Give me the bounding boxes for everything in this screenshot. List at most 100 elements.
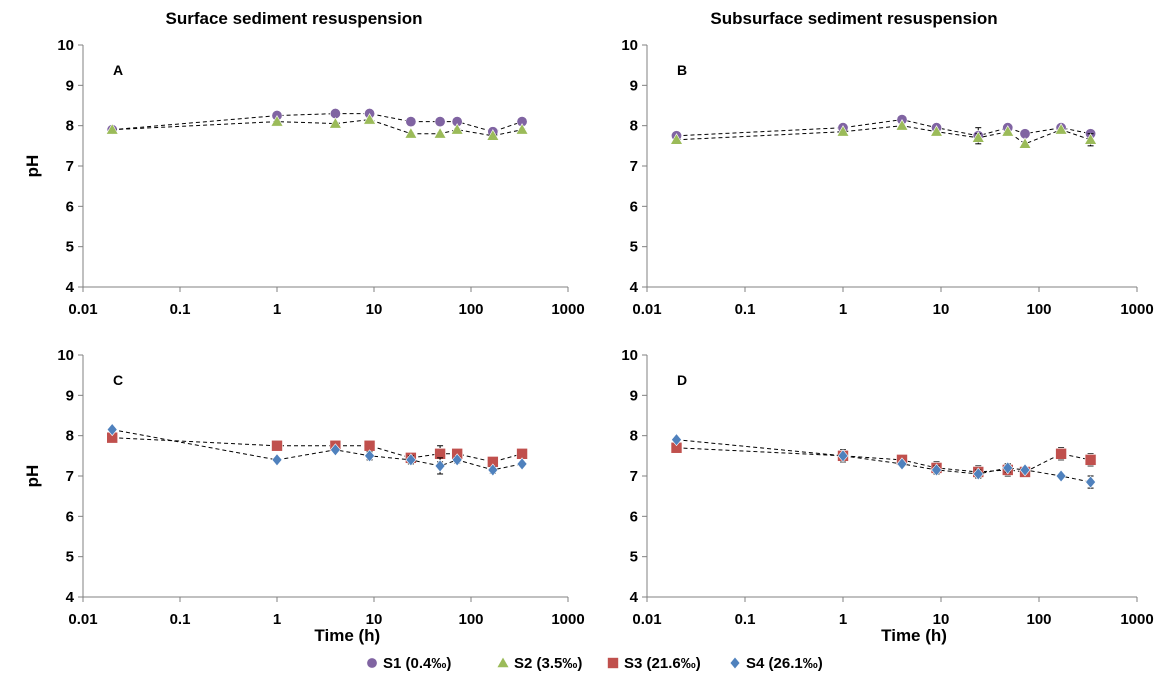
data-point-s4 bbox=[487, 463, 499, 477]
panel-d: 4 5 6 7 8 9 10 0.01 0.1 1 10 100 1000 D Time (h) bbox=[621, 347, 1153, 645]
panel-a: 4 5 6 7 8 9 10 0.01 0.1 1 10 100 1000 ApH bbox=[23, 37, 585, 318]
y-tick-label: 4 bbox=[630, 589, 639, 606]
x-tick-label: 1 bbox=[839, 301, 847, 318]
data-point-s4 bbox=[106, 423, 118, 437]
data-point-s4 bbox=[1002, 461, 1014, 475]
data-point-s2 bbox=[105, 123, 119, 135]
series-line-s3 bbox=[112, 437, 523, 463]
data-point-s4 bbox=[405, 453, 417, 467]
panel-b: 4 5 6 7 8 9 10 0.01 0.1 1 10 100 1000 B bbox=[621, 37, 1153, 318]
data-point-s4 bbox=[451, 453, 463, 467]
y-tick-label: 7 bbox=[630, 468, 638, 485]
x-tick-label: 0.01 bbox=[68, 301, 97, 318]
data-point-s4 bbox=[516, 457, 528, 471]
y-tick-label: 6 bbox=[66, 508, 74, 525]
data-point-s4 bbox=[1055, 469, 1067, 483]
x-tick-label: 10 bbox=[366, 611, 383, 628]
x-axis-label: Time (h) bbox=[314, 626, 380, 645]
legend-label: S3 (21.6‰) bbox=[624, 655, 701, 672]
data-point-s4 bbox=[271, 453, 283, 467]
x-tick-label: 10 bbox=[933, 611, 950, 628]
x-tick-label: 0.1 bbox=[170, 301, 191, 318]
x-tick-label: 0.01 bbox=[632, 301, 661, 318]
data-point-s2 bbox=[404, 127, 418, 139]
y-tick-label: 8 bbox=[66, 118, 74, 135]
y-axis-label: pH bbox=[23, 465, 42, 488]
x-tick-label: 1000 bbox=[551, 611, 584, 628]
y-tick-label: 5 bbox=[66, 239, 74, 256]
legend-item-s2: S2 (3.5‰) bbox=[496, 655, 582, 672]
y-tick-label: 5 bbox=[630, 549, 638, 566]
x-tick-label: 1000 bbox=[1120, 301, 1153, 318]
title-subsurface: Subsurface sediment resuspension bbox=[710, 9, 997, 28]
y-tick-label: 9 bbox=[66, 387, 74, 404]
panel-label: C bbox=[113, 372, 123, 388]
data-point-s2 bbox=[1018, 137, 1032, 149]
legend-label: S4 (26.1‰) bbox=[746, 655, 823, 672]
data-point-s2 bbox=[328, 117, 342, 129]
x-tick-label: 100 bbox=[458, 301, 483, 318]
data-point-s2 bbox=[669, 133, 684, 145]
legend-item-s4: S4 (26.1‰) bbox=[729, 655, 823, 672]
panel-label: A bbox=[113, 62, 123, 78]
legend-label: S2 (3.5‰) bbox=[514, 655, 582, 672]
series-line-s1 bbox=[112, 113, 523, 133]
x-tick-label: 1 bbox=[839, 611, 847, 628]
data-point-s4 bbox=[671, 433, 682, 447]
y-tick-label: 7 bbox=[66, 468, 74, 485]
x-tick-label: 1000 bbox=[1120, 611, 1153, 628]
data-point-s2 bbox=[836, 125, 850, 137]
y-tick-label: 7 bbox=[66, 158, 74, 175]
y-tick-label: 4 bbox=[66, 589, 75, 606]
legend-marker bbox=[496, 656, 510, 668]
y-tick-label: 6 bbox=[66, 198, 74, 215]
legend-marker bbox=[729, 656, 741, 670]
data-point-s4 bbox=[434, 459, 446, 473]
y-tick-label: 9 bbox=[66, 77, 74, 94]
data-point-s2 bbox=[1001, 125, 1015, 137]
y-axis-label: pH bbox=[23, 155, 42, 178]
x-tick-label: 100 bbox=[458, 611, 483, 628]
data-point-s4 bbox=[330, 443, 341, 457]
legend-marker bbox=[607, 657, 619, 669]
legend-marker bbox=[366, 657, 378, 669]
series-s4 bbox=[106, 423, 528, 477]
legend-item-s1: S1 (0.4‰) bbox=[366, 655, 451, 672]
x-tick-label: 1000 bbox=[551, 301, 584, 318]
data-point-s2 bbox=[433, 127, 447, 139]
panels: 4 5 6 7 8 9 10 0.01 0.1 1 10 100 1000 ApH 4 5 6 7 8 9 10 0.01… bbox=[23, 37, 1154, 645]
y-tick-label: 4 bbox=[630, 279, 639, 296]
panel-label: D bbox=[677, 372, 687, 388]
data-point-s2 bbox=[895, 119, 909, 131]
panel-label: B bbox=[677, 62, 687, 78]
y-tick-label: 4 bbox=[66, 279, 75, 296]
data-point-s4 bbox=[1085, 475, 1096, 489]
data-point-s4 bbox=[364, 449, 375, 463]
x-tick-label: 0.01 bbox=[632, 611, 661, 628]
series-s1 bbox=[671, 114, 1097, 145]
data-point-s4 bbox=[896, 457, 908, 471]
data-point-s2 bbox=[450, 123, 464, 135]
y-tick-label: 8 bbox=[630, 118, 638, 135]
y-tick-label: 5 bbox=[630, 239, 638, 256]
y-tick-label: 6 bbox=[630, 198, 638, 215]
y-tick-label: 10 bbox=[621, 347, 638, 364]
series-s3 bbox=[670, 441, 1097, 479]
data-point-s4 bbox=[1019, 463, 1031, 477]
x-tick-label: 0.1 bbox=[170, 611, 191, 628]
legend-label: S1 (0.4‰) bbox=[383, 655, 451, 672]
y-tick-label: 9 bbox=[630, 387, 638, 404]
data-point-s3 bbox=[271, 439, 283, 452]
x-tick-label: 1 bbox=[273, 301, 281, 318]
y-tick-label: 7 bbox=[630, 158, 638, 175]
y-tick-label: 10 bbox=[57, 347, 74, 364]
data-point-s2 bbox=[270, 115, 284, 127]
y-tick-label: 8 bbox=[630, 428, 638, 445]
x-tick-label: 100 bbox=[1026, 611, 1051, 628]
y-tick-label: 8 bbox=[66, 428, 74, 445]
data-point-s2 bbox=[486, 129, 500, 141]
panel-c: 4 5 6 7 8 9 10 0.01 0.1 1 10 100 1000 CpH Time (h) bbox=[23, 347, 585, 645]
data-point-s1 bbox=[405, 116, 417, 128]
